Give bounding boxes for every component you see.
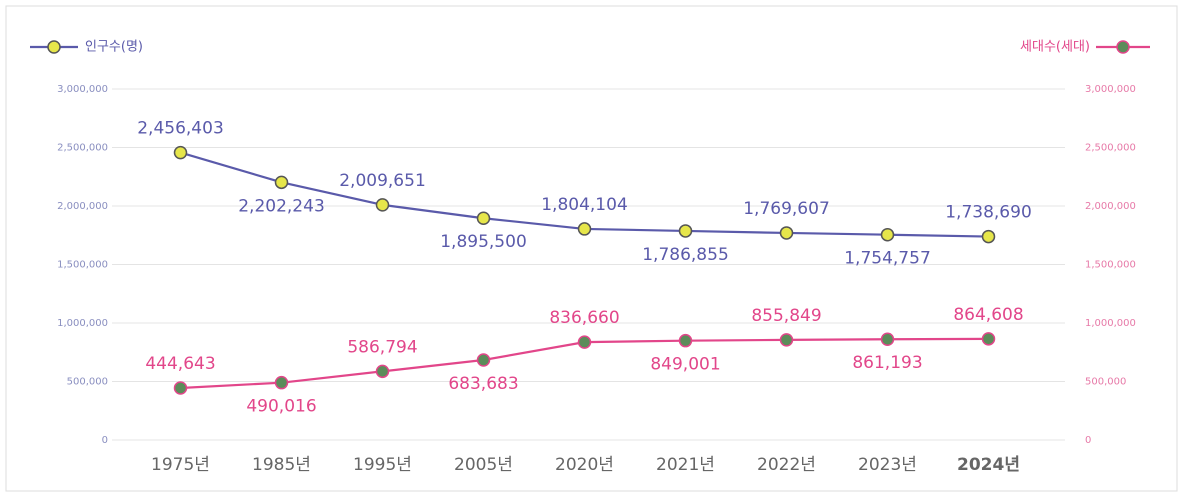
x-tick-label: 2022년 [757, 455, 816, 475]
point [678, 224, 693, 238]
point [880, 227, 895, 242]
y-tick-label: 1,500,000 [57, 260, 108, 271]
x-tick-label: 1975년 [151, 455, 210, 475]
value-label: 861,193 [852, 353, 922, 373]
x-tick-label: 2005년 [454, 455, 513, 475]
value-label: 444,643 [145, 354, 215, 374]
value-label: 2,202,243 [238, 196, 325, 216]
point [173, 381, 188, 395]
y2-tick-label: 0 [1085, 435, 1091, 446]
y-tick-label: 0 [102, 435, 108, 446]
point [577, 335, 592, 349]
value-label: 1,754,757 [844, 249, 931, 269]
frame [5, 5, 1178, 492]
y-tick-label: 1,000,000 [57, 318, 108, 329]
point [274, 375, 289, 390]
y2-tick-label: 2,000,000 [1085, 201, 1136, 212]
value-label: 586,794 [347, 337, 417, 357]
y-tick-label: 3,000,000 [57, 84, 108, 95]
x-tick-label: 2023년 [858, 455, 917, 475]
y2-tick-label: 1,500,000 [1085, 260, 1136, 271]
legend-label: 인구수(명) [85, 40, 143, 55]
value-label: 1,786,855 [642, 245, 729, 265]
point [779, 226, 794, 240]
legend-marker [1116, 40, 1130, 54]
x-tick-label: 2024년 [957, 455, 1020, 475]
point [779, 333, 794, 347]
value-label: 836,660 [549, 308, 619, 328]
value-label: 864,608 [953, 305, 1023, 325]
legend-marker [47, 40, 61, 54]
value-label: 2,009,651 [339, 171, 426, 191]
point [476, 353, 491, 367]
value-label: 1,738,690 [945, 203, 1032, 223]
point [476, 211, 491, 225]
y2-tick-label: 500,000 [1085, 377, 1126, 388]
point [577, 222, 592, 236]
value-label: 1,895,500 [440, 232, 527, 252]
y2-tick-label: 3,000,000 [1085, 84, 1136, 95]
value-label: 1,769,607 [743, 199, 830, 219]
x-tick-label: 2020년 [555, 455, 614, 475]
x-tick-label: 1985년 [252, 455, 311, 475]
x-tick-label: 1995년 [353, 455, 412, 475]
point [375, 364, 390, 379]
x-tick-label: 2021년 [656, 455, 715, 475]
point [880, 332, 895, 346]
value-label: 490,016 [246, 397, 316, 417]
y-tick-label: 500,000 [67, 377, 108, 388]
point [981, 229, 996, 244]
value-label: 2,456,403 [137, 119, 224, 139]
value-label: 1,804,104 [541, 195, 628, 215]
point [375, 198, 390, 212]
y2-tick-label: 1,000,000 [1085, 318, 1136, 329]
point [274, 175, 289, 190]
point [981, 332, 996, 346]
y2-tick-label: 2,500,000 [1085, 143, 1136, 154]
point [678, 333, 693, 348]
y-tick-label: 2,500,000 [57, 143, 108, 154]
y-tick-label: 2,000,000 [57, 201, 108, 212]
value-label: 683,683 [448, 374, 518, 394]
value-label: 849,001 [650, 355, 720, 375]
value-label: 855,849 [751, 306, 821, 326]
legend-label: 세대수(세대) [1020, 40, 1090, 55]
point [173, 145, 188, 160]
